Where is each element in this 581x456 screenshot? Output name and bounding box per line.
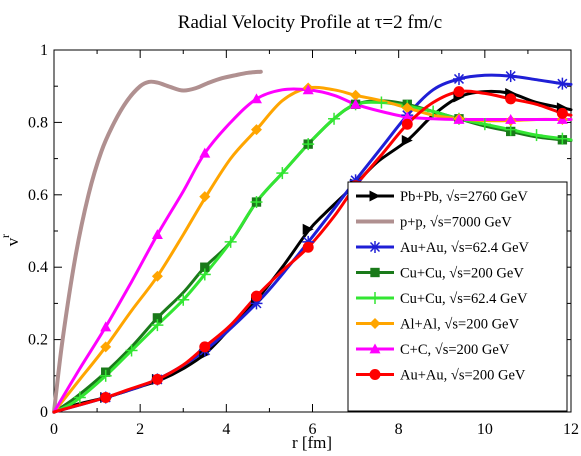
data-point xyxy=(452,72,465,85)
data-point xyxy=(151,270,163,282)
data-point xyxy=(199,341,211,353)
data-point xyxy=(369,318,381,329)
data-point xyxy=(530,129,543,142)
series-line xyxy=(52,69,263,414)
y-tick-label: 0.6 xyxy=(28,187,48,204)
data-point xyxy=(250,290,262,302)
data-point xyxy=(99,369,112,382)
legend-entry: Cu+Cu, √s=62.4 GeV xyxy=(356,291,528,307)
data-point xyxy=(453,86,465,98)
data-point xyxy=(100,341,112,353)
data-point xyxy=(198,268,211,281)
data-point xyxy=(401,102,413,114)
x-axis-label: r [fm] xyxy=(292,433,332,452)
data-point xyxy=(151,319,164,332)
data-point xyxy=(369,241,381,253)
data-point xyxy=(177,293,190,306)
data-point xyxy=(152,313,163,323)
x-tick-label: 6 xyxy=(309,421,317,438)
data-point xyxy=(224,235,237,248)
data-point xyxy=(556,114,568,124)
legend-label: Cu+Cu, √s=200 GeV xyxy=(400,266,524,282)
svg-text:v: v xyxy=(3,237,22,246)
data-point xyxy=(369,369,381,380)
data-point xyxy=(250,124,262,136)
y-tick-label: 0.8 xyxy=(28,114,48,131)
x-tick-label: 8 xyxy=(395,421,403,438)
data-point xyxy=(375,96,388,109)
x-tick-label: 2 xyxy=(136,421,144,438)
data-point xyxy=(370,267,380,278)
legend-label: Al+Al, √s=200 GeV xyxy=(400,317,519,333)
svg-text:r: r xyxy=(0,234,12,238)
data-point xyxy=(401,111,413,122)
data-point xyxy=(505,114,517,124)
data-point xyxy=(151,229,163,240)
x-tick-label: 12 xyxy=(563,421,579,438)
legend-entry: p+p, √s=7000 GeV xyxy=(356,215,512,231)
x-tick-label: 0 xyxy=(50,421,58,438)
legend-label: C+C, √s=200 GeV xyxy=(400,342,510,358)
series-line xyxy=(52,100,573,414)
data-point xyxy=(556,77,569,90)
data-point xyxy=(369,190,381,202)
legend-label: p+p, √s=7000 GeV xyxy=(400,215,512,231)
data-point xyxy=(199,147,211,158)
data-point xyxy=(328,112,341,125)
y-tick-label: 0 xyxy=(40,404,48,421)
legend-entry: C+C, √s=200 GeV xyxy=(356,342,510,358)
data-point xyxy=(401,135,413,146)
legend-label: Au+Au, √s=62.4 GeV xyxy=(400,240,530,256)
data-point xyxy=(302,241,314,253)
y-axis-label: v r xyxy=(0,234,22,246)
data-point xyxy=(73,391,86,404)
data-point xyxy=(276,167,289,180)
data-point xyxy=(125,344,138,357)
y-tick-label: 1 xyxy=(40,42,48,59)
legend-entry: Au+Au, √s=62.4 GeV xyxy=(356,240,530,256)
data-point xyxy=(302,138,315,151)
legend-label: Pb+Pb, √s=2760 GeV xyxy=(400,189,528,205)
chart-title: Radial Velocity Profile at τ=2 fm/c xyxy=(178,12,442,33)
data-point xyxy=(302,223,314,235)
data-point xyxy=(350,98,362,109)
data-point xyxy=(556,132,569,145)
data-point xyxy=(369,343,381,354)
axis-ticks: 0 2 4 6 8 10 12 0 0.2 0.4 0.6 0.8 1 xyxy=(28,42,579,438)
series-line xyxy=(52,87,573,414)
data-point xyxy=(151,373,163,385)
data-point xyxy=(478,118,491,131)
data-point xyxy=(427,105,440,118)
legend-entry: Pb+Pb, √s=2760 GeV xyxy=(356,189,528,205)
legend: Pb+Pb, √s=2760 GeV p+p, √s=7000 GeV Au+Au,… xyxy=(347,181,568,412)
data-point xyxy=(100,321,112,332)
data-point xyxy=(369,292,381,304)
data-point xyxy=(401,118,413,130)
y-tick-label: 0.2 xyxy=(28,332,48,349)
data-point xyxy=(453,114,465,124)
data-point xyxy=(556,107,568,119)
data-point xyxy=(250,93,262,104)
legend-label: Cu+Cu, √s=62.4 GeV xyxy=(400,291,528,307)
data-point xyxy=(100,392,112,404)
x-tick-label: 4 xyxy=(222,421,230,438)
series-curves xyxy=(52,69,573,414)
data-point xyxy=(250,196,263,209)
legend-label: Au+Au, √s=200 GeV xyxy=(400,368,526,384)
data-point xyxy=(505,93,517,105)
data-point xyxy=(200,262,210,272)
series-line xyxy=(52,89,573,414)
data-point xyxy=(199,191,211,203)
legend-entry: Au+Au, √s=200 GeV xyxy=(356,368,526,384)
legend-entry: Al+Al, √s=200 GeV xyxy=(356,317,519,333)
data-point xyxy=(504,70,517,83)
legend-entry: Cu+Cu, √s=200 GeV xyxy=(356,266,524,282)
data-point xyxy=(350,89,362,101)
y-tick-label: 0.4 xyxy=(28,259,48,276)
x-tick-label: 10 xyxy=(477,421,493,438)
data-point xyxy=(302,84,314,95)
